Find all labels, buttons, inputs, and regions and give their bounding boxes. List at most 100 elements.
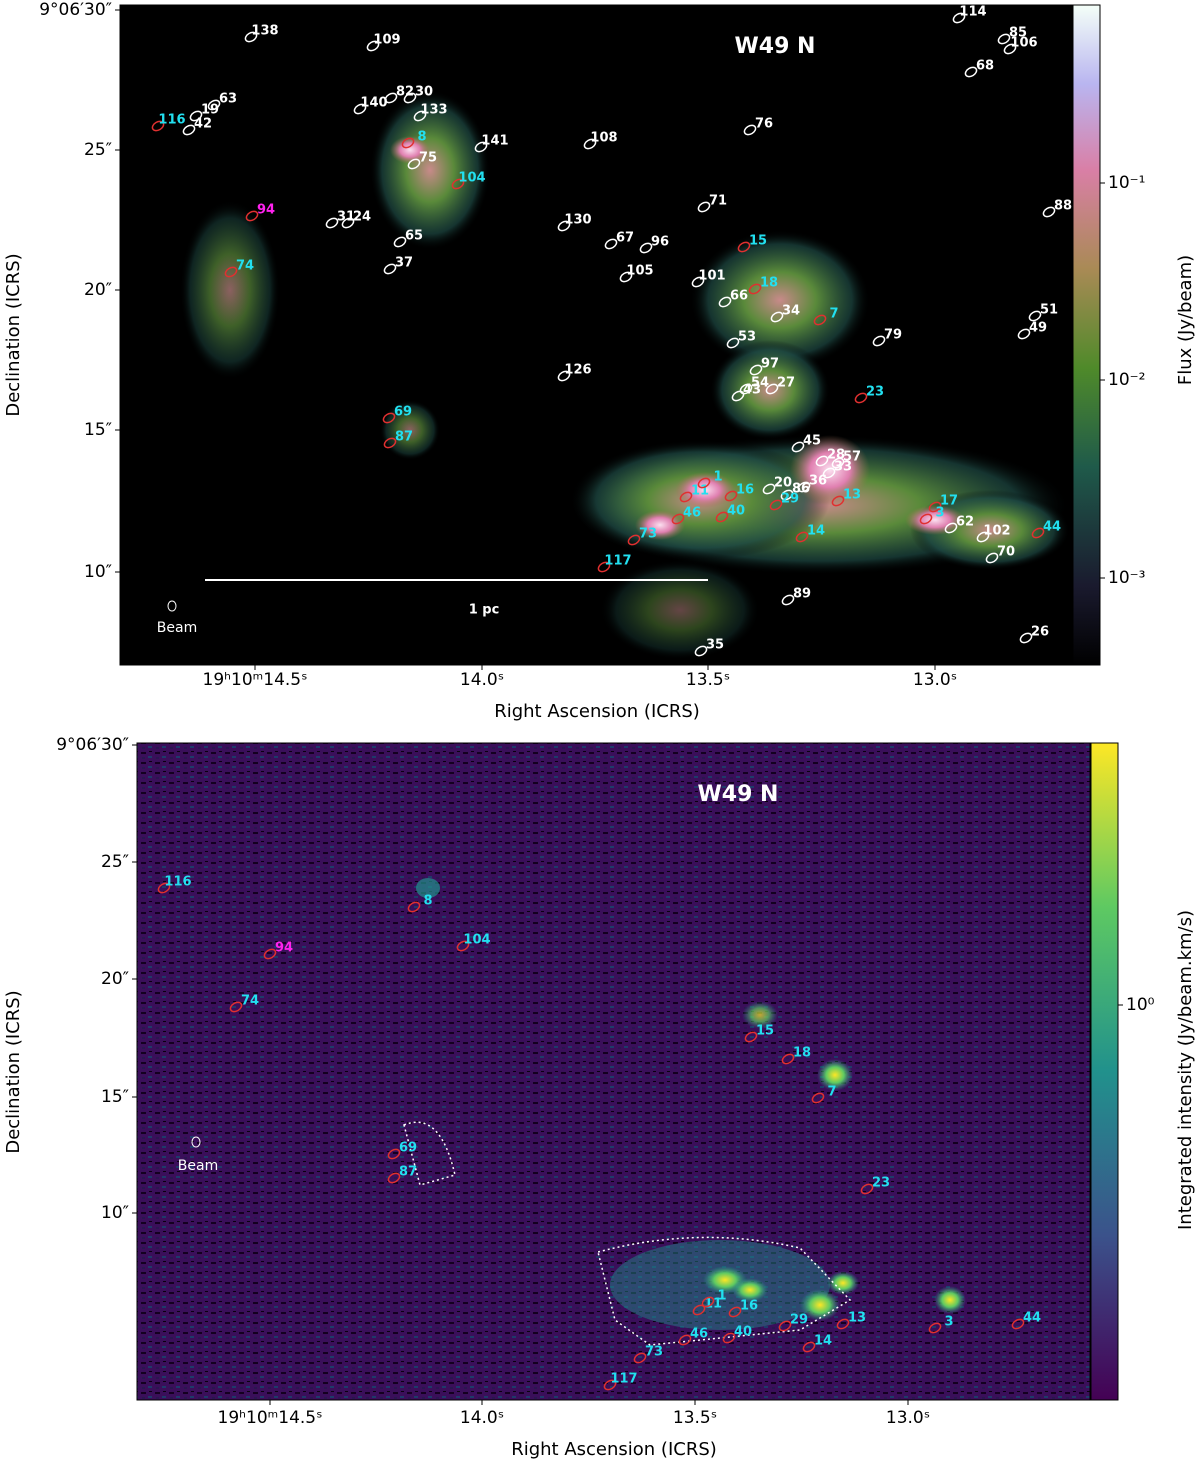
y-axis-label: Declination (ICRS)	[3, 990, 24, 1153]
source-ellipse	[383, 437, 397, 449]
source-label: 8	[417, 130, 426, 145]
y-tick-label: 25″	[84, 140, 112, 160]
source-label: 1	[713, 470, 722, 485]
source-label: 102	[983, 524, 1010, 539]
source-label: 1	[717, 1289, 726, 1304]
source-label: 23	[872, 1176, 890, 1191]
source-ellipse	[383, 263, 397, 275]
source-ellipse	[407, 158, 421, 170]
colorbar-tick-label: 10⁻³	[1108, 568, 1145, 588]
source-ellipse	[325, 217, 339, 229]
panel-bottom: Beam W49 N Right Ascension (ICRS) Declin…	[3, 735, 1196, 1460]
source-ellipse	[822, 467, 836, 479]
source-label: 43	[743, 383, 761, 398]
source-label: 57	[843, 450, 861, 465]
source-ellipse	[557, 370, 571, 382]
source-label: 18	[793, 1046, 811, 1061]
image-area	[137, 743, 1090, 1400]
x-tick-label: 19ʰ10ᵐ14.5ˢ	[218, 1408, 323, 1428]
source-label: 75	[419, 151, 437, 166]
source-label: 104	[463, 933, 490, 948]
source-label: 117	[604, 554, 631, 569]
source-ellipse	[697, 201, 711, 213]
source-ellipse	[815, 455, 829, 467]
y-tick-label: 9°06′30″	[39, 0, 112, 20]
source-ellipse	[382, 412, 396, 424]
emission	[180, 90, 1070, 660]
source-label: 16	[740, 1299, 758, 1314]
panel-top: 1 pc Beam W49 N Right Ascension (ICRS) D…	[3, 0, 1196, 722]
x-tick-label: 13.0ˢ	[913, 670, 957, 690]
source-label: 86	[792, 482, 810, 497]
x-tick-label: 13.5ˢ	[686, 670, 730, 690]
source-ellipse	[189, 110, 203, 122]
colorbar-tick-label: 10⁻²	[1108, 370, 1145, 390]
y-tick-label: 20″	[101, 969, 129, 989]
source-ellipse	[748, 283, 762, 295]
source-label: 7	[829, 307, 838, 322]
source-ellipse	[451, 178, 465, 190]
source-ellipse	[718, 296, 732, 308]
source-label: 36	[809, 474, 827, 489]
source-label: 54	[751, 376, 769, 391]
source-ellipse	[726, 337, 740, 349]
source-label: 85	[1009, 26, 1027, 41]
y-tick-label: 10″	[84, 562, 112, 582]
source-ellipse	[413, 110, 427, 122]
source-label: 42	[194, 117, 212, 132]
source-ellipse	[1011, 1318, 1025, 1330]
source-label: 108	[590, 131, 617, 146]
source-ellipse	[697, 477, 711, 489]
source-label: 30	[415, 85, 433, 100]
source-ellipse	[603, 1379, 617, 1391]
source-label: 49	[1029, 321, 1047, 336]
source-ellipse	[724, 490, 738, 502]
source-ellipse	[715, 511, 729, 523]
source-ellipse	[633, 1352, 647, 1364]
source-label: 87	[399, 1165, 417, 1180]
source-ellipse	[928, 501, 942, 513]
source-label: 71	[709, 194, 727, 209]
colorbar-tick-label: 10⁰	[1126, 995, 1155, 1015]
source-label: 53	[738, 330, 756, 345]
colorbar	[1072, 4, 1101, 666]
source-label: 33	[834, 460, 852, 475]
source-ellipse	[722, 1332, 736, 1344]
source-ellipse	[583, 138, 597, 150]
source-ellipse	[1003, 43, 1017, 55]
source-label: 88	[1054, 199, 1072, 214]
beam	[191, 1136, 201, 1148]
source-label: 74	[241, 994, 259, 1009]
source-ellipse	[743, 124, 757, 136]
source-ellipse	[627, 534, 641, 546]
beam	[167, 600, 177, 612]
source-ellipse	[1031, 527, 1045, 539]
source-label: 63	[219, 92, 237, 107]
source-ellipse	[811, 1092, 825, 1104]
x-tick-label: 14.0ˢ	[460, 670, 504, 690]
source-ellipse	[678, 1334, 692, 1346]
source-label: 23	[866, 385, 884, 400]
source-ellipse	[244, 31, 258, 43]
source-label: 101	[698, 269, 725, 284]
source-ellipse	[744, 1031, 758, 1043]
source-ellipse	[157, 882, 171, 894]
source-label: 109	[373, 33, 400, 48]
source-label: 13	[843, 488, 861, 503]
source-ellipse	[728, 1306, 742, 1318]
source-ellipse	[831, 457, 845, 469]
source-label: 40	[734, 1325, 752, 1340]
source-ellipse	[229, 1001, 243, 1013]
source-label: 138	[251, 24, 278, 39]
colorbar-label: Integrated intensity (Jy/beam.km/s)	[1175, 910, 1196, 1230]
source-label: 35	[706, 638, 724, 653]
y-tick-label: 25″	[101, 852, 129, 872]
source-label: 46	[690, 1327, 708, 1342]
source-ellipse	[749, 364, 763, 376]
source-label: 114	[959, 5, 986, 20]
source-label: 130	[564, 213, 591, 228]
y-tick-label: 15″	[84, 420, 112, 440]
source-ellipse	[474, 141, 488, 153]
source-ellipse	[737, 241, 751, 253]
